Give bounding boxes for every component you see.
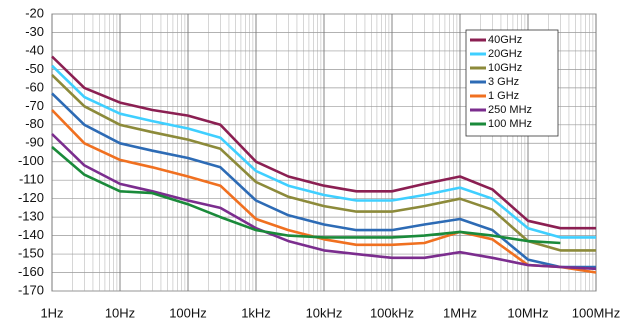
legend-label: 20GHz xyxy=(488,48,522,60)
series-line xyxy=(51,73,596,252)
x-tick-label: 100MHz xyxy=(572,305,620,320)
x-tick-label: 100kHz xyxy=(370,305,414,320)
series-line xyxy=(51,146,561,245)
x-tick-label: 1Hz xyxy=(40,305,63,320)
x-tick-label: 10kHz xyxy=(306,305,343,320)
legend-label: 40GHz xyxy=(488,34,522,46)
legend-label: 3 GHz xyxy=(488,76,519,88)
x-tick-label: 10MHz xyxy=(507,305,548,320)
x-tick-label: 1kHz xyxy=(241,305,271,320)
y-tick-label: -140 xyxy=(18,227,44,242)
legend-label: 100 MHz xyxy=(488,118,532,130)
legend: 40GHz 20GHz 10GHz 3 GHz 1 GHz 250 MHz 100 MHz xyxy=(465,29,559,137)
x-tick-label: 10Hz xyxy=(105,305,135,320)
legend-label: 1 GHz xyxy=(488,90,519,102)
y-tick-label: -130 xyxy=(18,209,44,224)
series-line xyxy=(51,92,596,269)
legend-label: 250 MHz xyxy=(488,104,532,116)
x-tick-label: 100Hz xyxy=(169,305,207,320)
series-line xyxy=(51,109,597,274)
y-tick-label: -70 xyxy=(25,98,44,113)
y-tick-label: -20 xyxy=(25,5,44,20)
series-line xyxy=(51,64,596,239)
y-tick-label: -80 xyxy=(25,116,44,131)
y-tick-label: -120 xyxy=(18,190,44,205)
legend-label: 10GHz xyxy=(488,62,522,74)
series-line xyxy=(51,133,597,271)
y-tick-label: -100 xyxy=(18,153,44,168)
y-tick-label: -50 xyxy=(25,61,44,76)
y-tick-label: -150 xyxy=(18,246,44,261)
y-tick-label: -170 xyxy=(18,282,44,297)
y-tick-label: -30 xyxy=(25,24,44,39)
x-tick-label: 1MHz xyxy=(443,305,477,320)
y-tick-label: -60 xyxy=(25,79,44,94)
y-tick-label: -90 xyxy=(25,135,44,150)
y-tick-label: -160 xyxy=(18,264,44,279)
series-line xyxy=(51,55,596,230)
y-tick-label: -40 xyxy=(25,42,44,57)
y-tick-label: -110 xyxy=(19,172,44,187)
